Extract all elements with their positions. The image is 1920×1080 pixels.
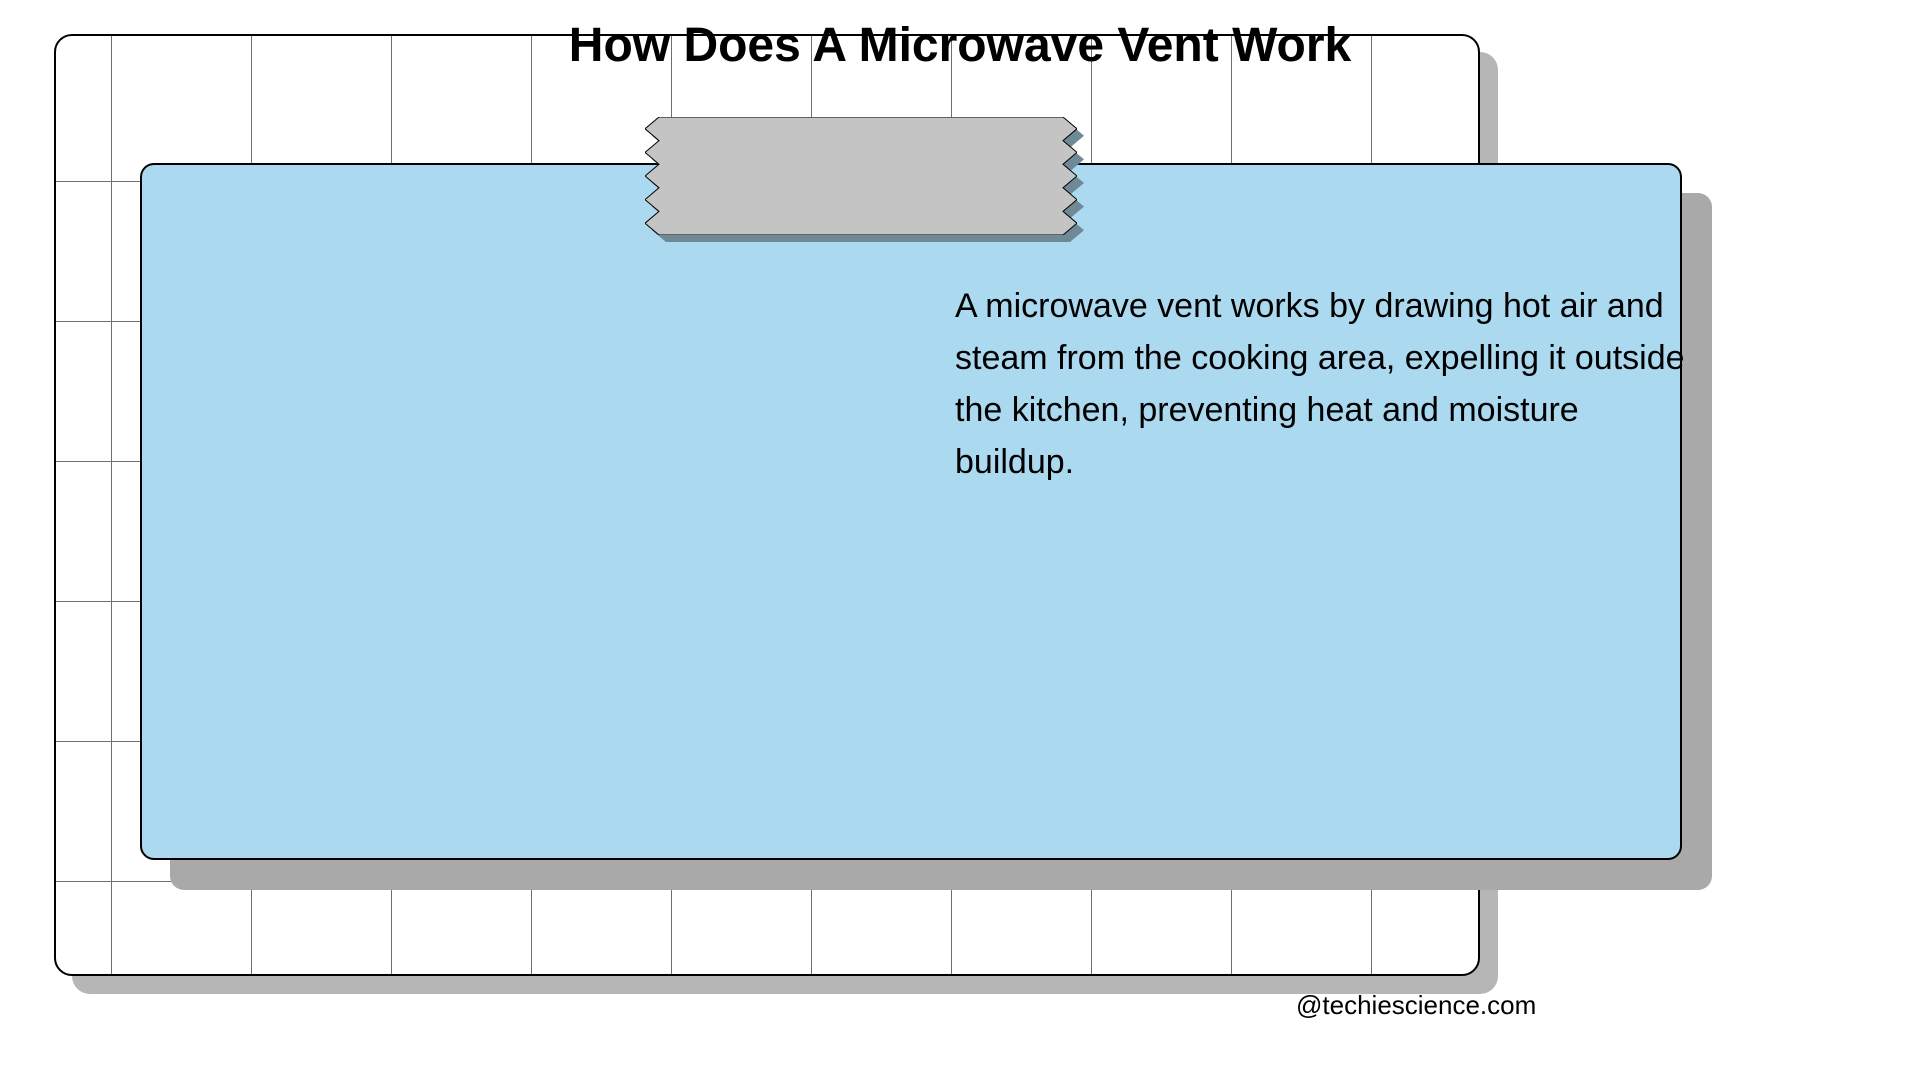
card-body-text: A microwave vent works by drawing hot ai… [955, 280, 1700, 488]
tape-icon [645, 117, 1077, 235]
note-card [140, 163, 1682, 860]
page-title: How Does A Microwave Vent Work [0, 18, 1920, 73]
attribution-text: @techiescience.com [1296, 990, 1536, 1021]
infographic-stage: How Does A Microwave Vent Work A microwa… [0, 0, 1920, 1080]
